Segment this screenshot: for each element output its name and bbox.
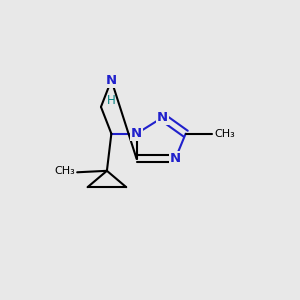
Text: H: H [107, 94, 116, 107]
Text: N: N [170, 152, 181, 165]
Text: CH₃: CH₃ [214, 129, 235, 139]
Text: N: N [131, 127, 142, 140]
Text: N: N [106, 74, 117, 87]
Text: CH₃: CH₃ [54, 166, 75, 176]
Text: N: N [157, 111, 168, 124]
